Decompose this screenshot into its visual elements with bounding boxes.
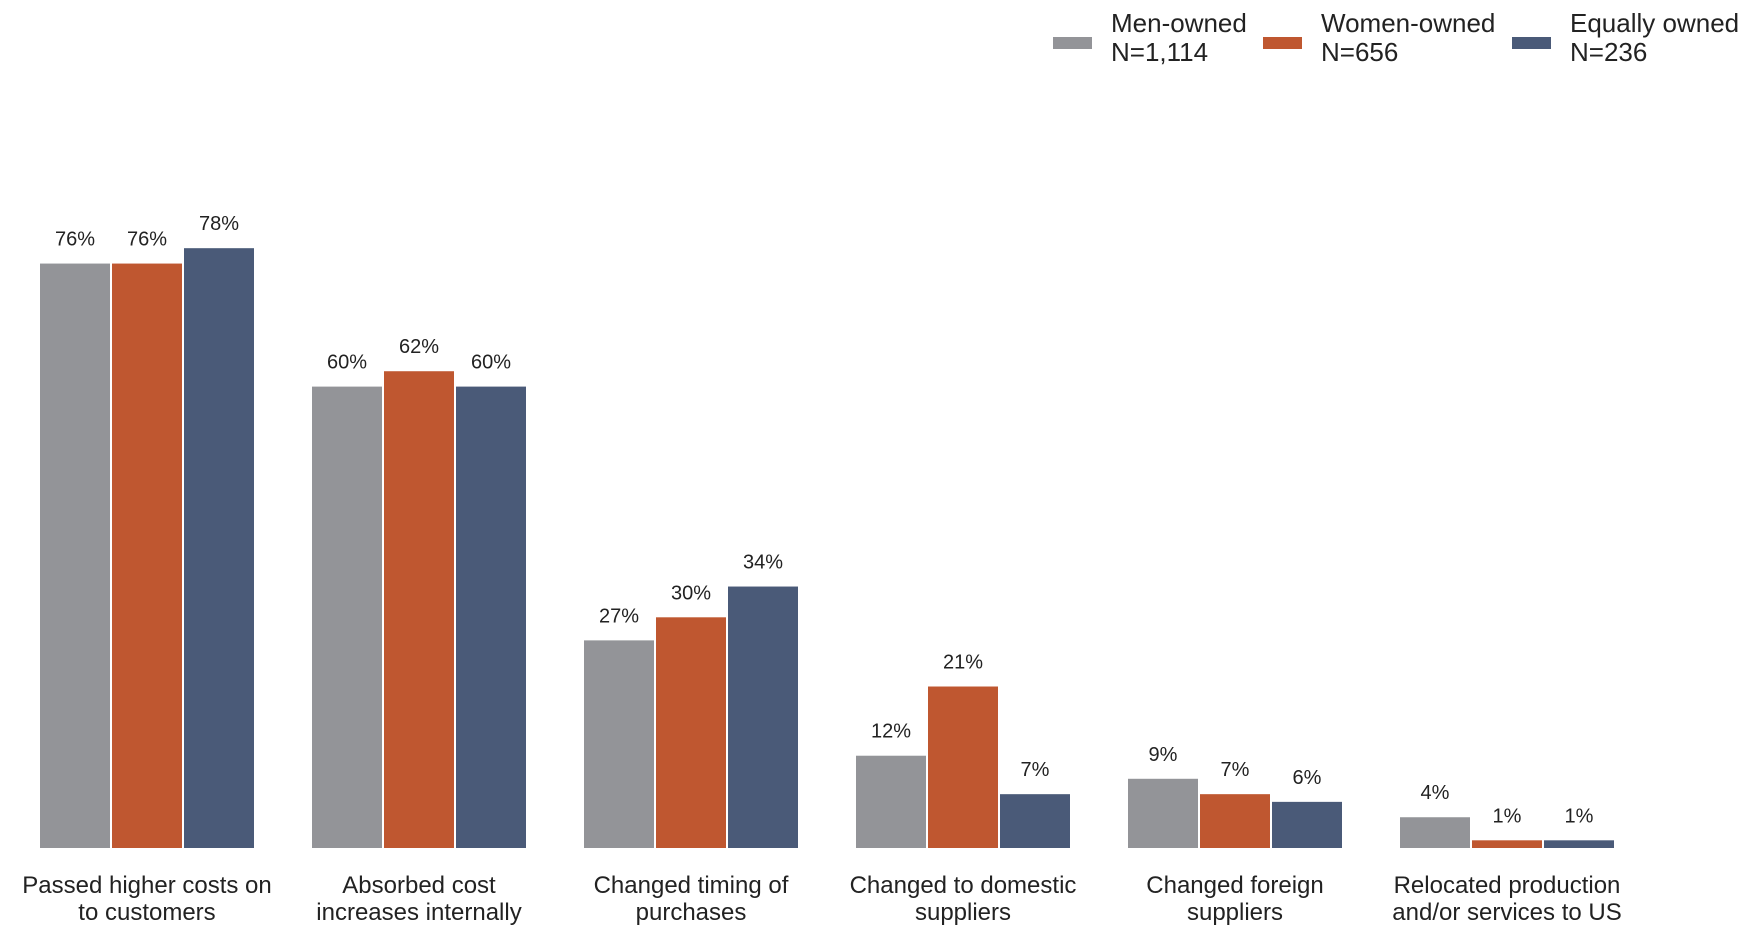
legend-swatch (1263, 37, 1302, 49)
bar-men-owned-cat-5 (1400, 817, 1470, 848)
legend-swatch (1053, 37, 1092, 49)
bar-men-owned-cat-4 (1128, 778, 1198, 848)
value-label: 1% (1565, 805, 1594, 827)
bar-women-owned-cat-3 (928, 686, 998, 848)
value-label: 1% (1493, 805, 1522, 827)
value-label: 12% (871, 721, 911, 743)
value-label: 76% (127, 229, 167, 251)
bar-men-owned-cat-1 (312, 386, 382, 848)
bar-women-owned-cat-5 (1472, 840, 1542, 848)
bars-layer (40, 248, 1614, 848)
category-label: Changed to domestic suppliers (850, 872, 1077, 925)
value-label: 6% (1293, 767, 1322, 789)
value-label: 7% (1021, 759, 1050, 781)
value-label: 78% (199, 213, 239, 235)
value-labels-layer: 76% 76% 78% 60% 62% 60% 27% 30% 34% 12% 21% 7% 9% 7% 6… (55, 213, 1594, 827)
category-label: Changed timing of purchases (594, 872, 789, 925)
value-label: 7% (1221, 759, 1250, 781)
category-label: Passed higher costs on to customers (22, 872, 271, 925)
bar-men-owned-cat-2 (584, 640, 654, 848)
value-label: 60% (327, 352, 367, 374)
bar-equally-owned-cat-4 (1272, 801, 1342, 848)
bar-women-owned-cat-1 (384, 371, 454, 848)
legend-series-name: Women-owned (1321, 8, 1495, 38)
bar-women-owned-cat-2 (656, 617, 726, 848)
bar-women-owned-cat-0 (112, 263, 182, 848)
category-label: Absorbed cost increases internally (316, 872, 521, 925)
bar-equally-owned-cat-1 (456, 386, 526, 848)
bar-men-owned-cat-3 (856, 755, 926, 848)
value-label: 76% (55, 229, 95, 251)
legend-sample-size: N=656 (1321, 37, 1398, 67)
bar-equally-owned-cat-3 (1000, 794, 1070, 848)
legend-sample-size: N=236 (1570, 37, 1647, 67)
legend-series-name: Men-owned (1111, 8, 1247, 38)
value-label: 9% (1149, 744, 1178, 766)
bar-women-owned-cat-4 (1200, 794, 1270, 848)
value-label: 60% (471, 352, 511, 374)
value-label: 4% (1421, 782, 1450, 804)
category-label: Relocated production and/or services to U… (1392, 872, 1621, 925)
bar-equally-owned-cat-5 (1544, 840, 1614, 848)
value-label: 27% (599, 605, 639, 627)
bar-equally-owned-cat-0 (184, 248, 254, 848)
value-label: 34% (743, 552, 783, 574)
category-label: Changed foreign suppliers (1146, 872, 1323, 925)
legend-swatch (1512, 37, 1551, 49)
value-label: 21% (943, 652, 983, 674)
bar-equally-owned-cat-2 (728, 586, 798, 848)
value-label: 62% (399, 336, 439, 358)
category-labels-layer: Passed higher costs on to customers Absorb… (22, 872, 1621, 926)
legend-sample-size: N=1,114 (1111, 37, 1208, 67)
legend-series-name: Equally owned (1570, 8, 1739, 38)
bar-men-owned-cat-0 (40, 263, 110, 848)
value-label: 30% (671, 582, 711, 604)
